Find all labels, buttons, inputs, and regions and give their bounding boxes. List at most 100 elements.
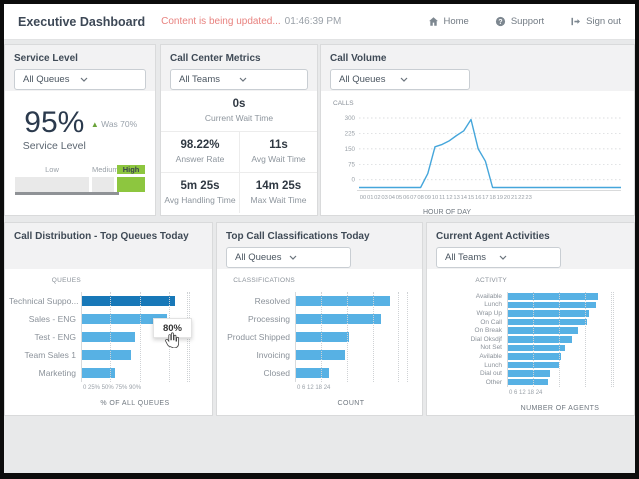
gridline — [611, 292, 612, 387]
classifications-panel: Top Call Classifications Today All Queue… — [216, 222, 423, 416]
bar-track — [507, 302, 613, 309]
category-label: Invoicing — [221, 350, 295, 360]
bar-test-eng[interactable] — [81, 332, 135, 342]
bar-resolved[interactable] — [295, 296, 390, 306]
call-distribution-panel: Call Distribution - Top Queues Today QUE… — [4, 222, 213, 416]
agent-activities-title: Current Agent Activities — [436, 231, 625, 242]
y-tick-label: 225 — [345, 130, 356, 137]
call-volume-queue-select[interactable]: All Queues — [330, 69, 470, 90]
service-level-queue-select[interactable]: All Queues — [14, 69, 146, 90]
gridline — [81, 292, 82, 382]
x-tick-label: 03 — [381, 195, 387, 201]
service-level-value: 95% — [23, 107, 86, 139]
metric-value: 11s — [242, 139, 315, 151]
bar-product-shipped[interactable] — [295, 332, 349, 342]
chevron-down-icon — [289, 252, 343, 263]
nav-support[interactable]: ? Support — [495, 16, 544, 27]
chevron-down-icon — [400, 74, 461, 85]
bar-dial-oksdjf[interactable] — [507, 336, 572, 343]
gauge-label-low: Low — [15, 165, 89, 174]
x-tick-label: 14 — [461, 195, 468, 201]
x-axis-label: HOUR OF DAY — [423, 209, 471, 216]
category-label: Team Sales 1 — [9, 350, 81, 360]
nav-home-label: Home — [444, 16, 469, 27]
bar-invoicing[interactable] — [295, 350, 345, 360]
x-tick-label: 16 — [475, 195, 481, 201]
call-volume-header: Call Volume All Queues — [321, 45, 634, 91]
gauge-label-high: High — [117, 165, 145, 174]
bar-track — [507, 327, 613, 334]
gridline — [140, 292, 141, 382]
gridline — [295, 292, 296, 382]
call-volume-line[interactable] — [359, 120, 621, 188]
metrics-team-value: All Teams — [179, 74, 239, 85]
category-label: Resolved — [221, 296, 295, 306]
x-tick-label: 05 — [396, 195, 402, 201]
bar-dial-out[interactable] — [507, 370, 550, 377]
update-status-text: Content is being updated... — [161, 16, 281, 27]
bar-processing[interactable] — [295, 314, 381, 324]
bar-on-call[interactable] — [507, 319, 587, 326]
bar-avilable[interactable] — [507, 353, 561, 360]
category-label: Wrap Up — [431, 310, 507, 317]
call-center-metrics-title: Call Center Metrics — [170, 53, 308, 64]
x-tick-label: 09 — [425, 195, 431, 201]
y-axis-title: CALLS — [333, 100, 354, 107]
x-tick-label: 20 — [504, 195, 510, 201]
bar-not-set[interactable] — [507, 345, 565, 352]
service-level-trend-text: Was 70% — [101, 119, 137, 129]
service-level-panel: Service Level All Queues 95% Service Lev… — [4, 44, 156, 216]
bar-lunch[interactable] — [507, 302, 596, 309]
classifications-queue-select[interactable]: All Queues — [226, 247, 351, 268]
category-label: On Call — [431, 319, 507, 326]
activities-team-select[interactable]: All Teams — [436, 247, 561, 268]
metric-label: Avg Handling Time — [163, 195, 237, 205]
bar-track — [507, 362, 613, 369]
category-label: Sales - ENG — [9, 314, 81, 324]
bar-technical-suppo-[interactable] — [81, 296, 175, 306]
nav-sign-out[interactable]: Sign out — [570, 16, 621, 27]
bar-track — [507, 379, 613, 386]
gridline — [347, 292, 348, 382]
category-label: Technical Suppo... — [9, 296, 81, 306]
nav-sign-out-label: Sign out — [586, 16, 621, 27]
y-tick-label: 300 — [345, 115, 356, 122]
service-level-trend: ▲ Was 70% — [91, 119, 137, 129]
x-tick-label: 19 — [497, 195, 503, 201]
chevron-down-icon — [499, 252, 553, 263]
x-axis-label: NUMBER OF AGENTS — [507, 405, 613, 412]
category-label: Processing — [221, 314, 295, 324]
bar-wrap-up[interactable] — [507, 310, 589, 317]
bar-other[interactable] — [507, 379, 548, 386]
x-tick-label: 00 — [360, 195, 366, 201]
metric-value: 0s — [163, 98, 315, 110]
bar-closed[interactable] — [295, 368, 329, 378]
x-tick-label: 04 — [389, 195, 396, 201]
x-axis-ticks: 0 25% 50% 75% 90% — [83, 385, 212, 391]
bar-team-sales-1[interactable] — [81, 350, 131, 360]
classifications-queue-value: All Queues — [235, 252, 289, 263]
update-timestamp: 01:46:39 PM — [285, 16, 342, 27]
svg-text:?: ? — [498, 19, 502, 26]
category-label: Test - ENG — [9, 332, 81, 342]
call-volume-panel: Call Volume All Queues CALLS075150225300… — [320, 44, 635, 216]
gauge-segment-low — [15, 177, 89, 192]
chevron-down-icon — [80, 74, 137, 85]
top-bar: Executive Dashboard Content is being upd… — [4, 4, 635, 40]
metrics-team-select[interactable]: All Teams — [170, 69, 308, 90]
service-level-title: Service Level — [14, 53, 146, 64]
call-volume-line-chart[interactable]: CALLS07515022530000010203040506070809101… — [321, 91, 634, 224]
nav-home[interactable]: Home — [428, 16, 469, 27]
y-tick-label: 0 — [352, 177, 356, 184]
x-axis-label: % OF ALL QUEUES — [81, 400, 189, 407]
category-label: Product Shipped — [221, 332, 295, 342]
metric-value: 98.22% — [163, 139, 237, 151]
x-axis-ticks: 0 6 12 18 24 — [297, 385, 422, 391]
metric-avg-handling-time: 5m 25s Avg Handling Time — [161, 173, 239, 213]
classifications-title: Top Call Classifications Today — [226, 231, 413, 242]
bar-track — [295, 314, 407, 324]
gridline — [559, 292, 560, 387]
bar-on-break[interactable] — [507, 327, 578, 334]
x-tick-label: 01 — [367, 195, 373, 201]
window-frame: Executive Dashboard Content is being upd… — [0, 0, 639, 479]
